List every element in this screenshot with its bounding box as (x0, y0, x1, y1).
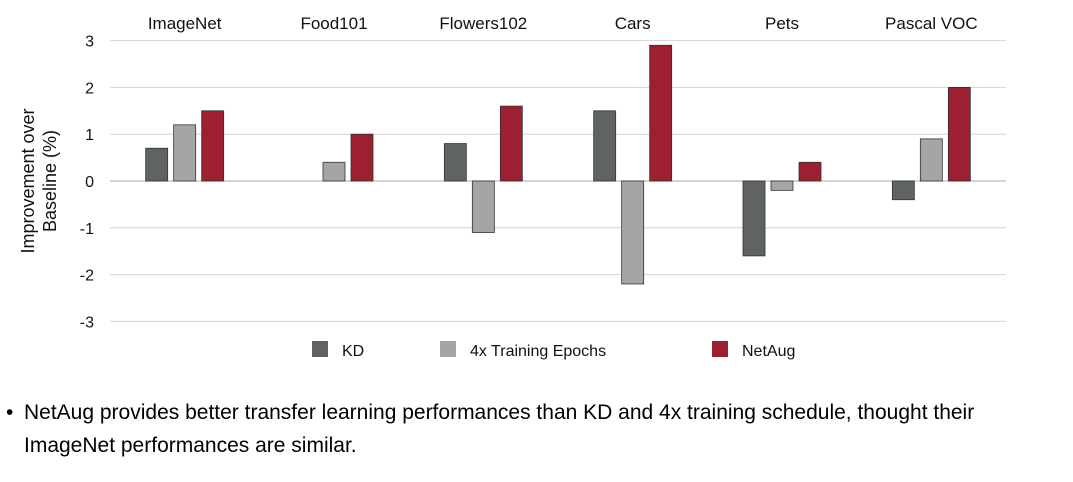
caption-text: NetAug provides better transfer learning… (24, 401, 975, 457)
bar (350, 133, 374, 182)
y-tick-label: 0 (85, 174, 94, 191)
legend-label: NetAug (742, 343, 795, 360)
y-axis-label: Improvement over Baseline (%) (18, 108, 60, 253)
bar (770, 180, 794, 191)
y-tick-label: 3 (85, 34, 94, 51)
category-label: Pets (765, 14, 799, 33)
caption-bullet-point: • NetAug provides better transfer learni… (6, 396, 1070, 462)
bar (471, 180, 495, 233)
bar (649, 44, 673, 182)
bar (145, 147, 169, 182)
bullet-marker: • (6, 401, 14, 424)
bar (919, 138, 943, 182)
bar (173, 124, 197, 182)
y-tick-label: -3 (80, 314, 94, 331)
bar (322, 161, 346, 182)
y-tick-label: -2 (80, 268, 94, 285)
category-label: Cars (615, 14, 651, 33)
category-label: Pascal VOC (885, 14, 978, 33)
category-label: Food101 (300, 14, 367, 33)
category-label: ImageNet (148, 14, 222, 33)
y-axis-label-line: Baseline (%) (40, 130, 60, 232)
legend-swatch (312, 341, 328, 357)
y-axis-label-line: Improvement over (18, 108, 38, 253)
bar (947, 87, 971, 182)
bar (499, 105, 523, 182)
bar (201, 110, 225, 182)
legend-swatch (440, 341, 456, 357)
y-tick-label: 1 (85, 127, 94, 144)
bar (443, 143, 467, 182)
bar (742, 180, 766, 257)
legend-label: KD (342, 343, 364, 360)
category-label: Flowers102 (439, 14, 527, 33)
y-tick-label: 2 (85, 80, 94, 97)
bar (621, 180, 645, 285)
legend-swatch (712, 341, 728, 357)
bar (798, 161, 822, 182)
bar (891, 180, 915, 201)
legend-label: 4x Training Epochs (470, 343, 606, 360)
y-tick-label: -1 (80, 221, 94, 238)
bar (593, 110, 617, 182)
